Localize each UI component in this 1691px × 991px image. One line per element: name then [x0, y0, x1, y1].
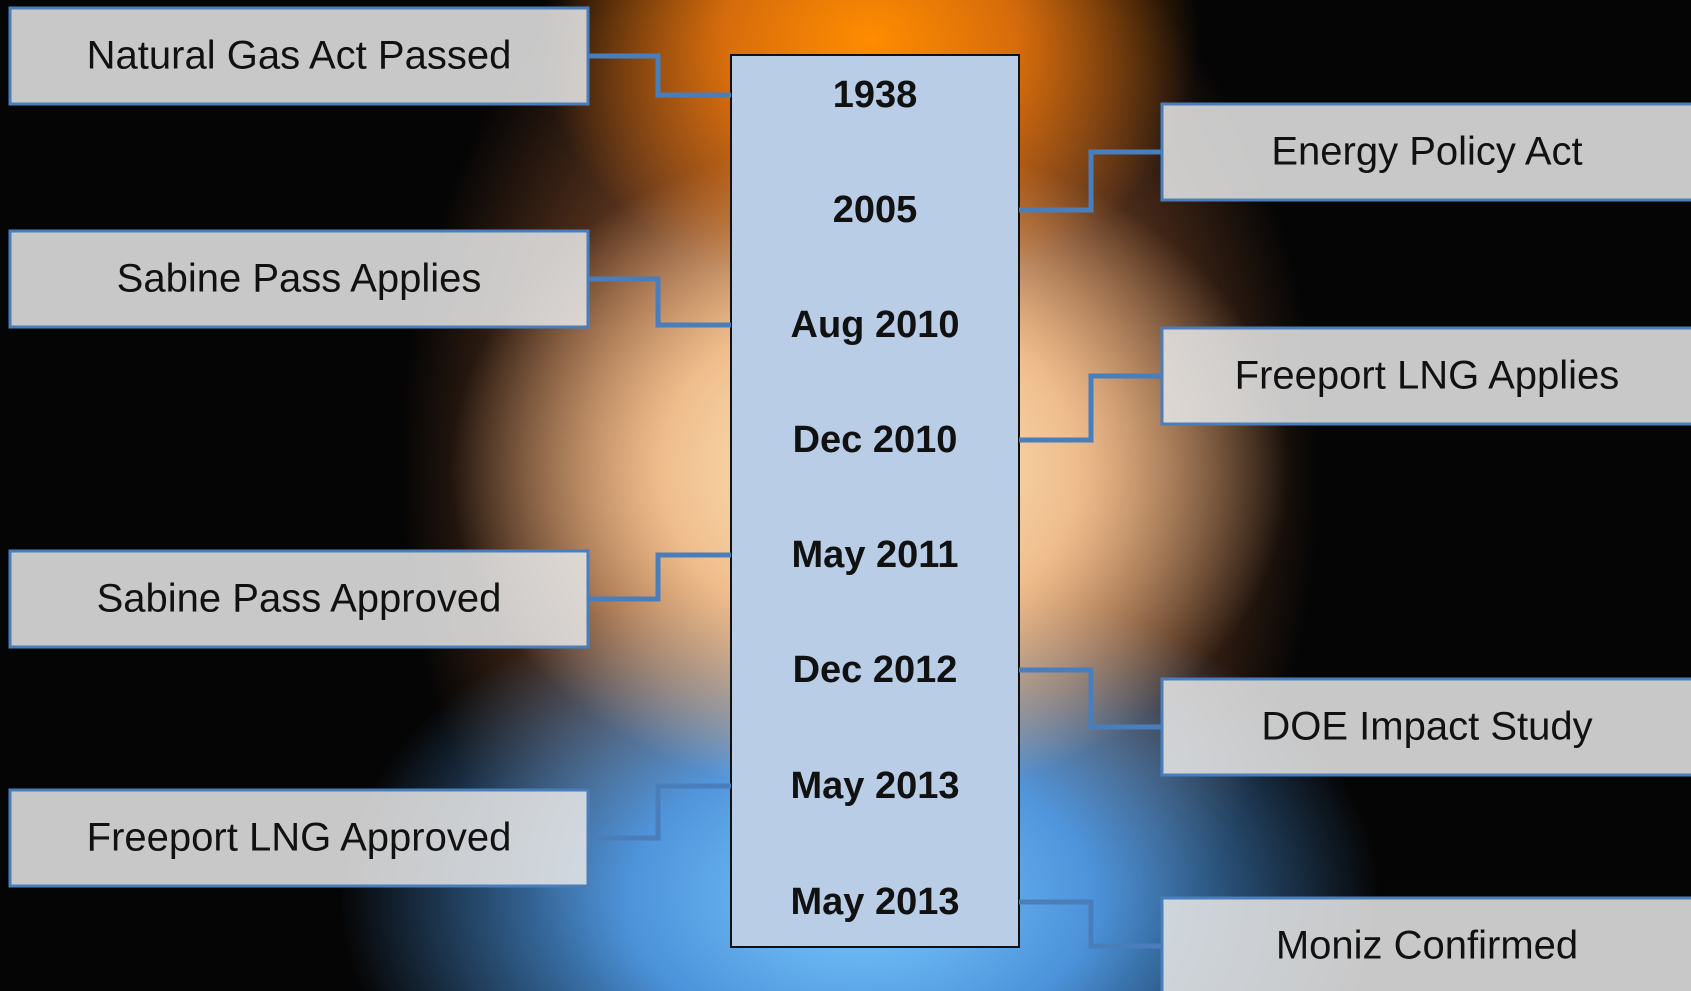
event-label: Freeport LNG Applies: [1235, 354, 1620, 398]
event-label: Sabine Pass Applies: [117, 257, 482, 301]
event-label: Energy Policy Act: [1271, 130, 1582, 174]
diagram: 1938 2005 Aug 2010 Dec 2010 May 2011 Dec 2012…: [0, 0, 1691, 991]
date-label: Dec 2010: [793, 419, 958, 461]
connector: [588, 555, 731, 599]
event-label: Natural Gas Act Passed: [87, 34, 512, 78]
connector: [588, 786, 731, 838]
date-label: Aug 2010: [791, 304, 960, 346]
event-label: Moniz Confirmed: [1276, 924, 1578, 968]
date-label: May 2011: [792, 534, 959, 576]
connector: [1019, 670, 1162, 727]
date-label: 2005: [833, 189, 918, 231]
connector: [588, 56, 731, 95]
connector: [1019, 902, 1162, 946]
event-label: Freeport LNG Approved: [87, 816, 512, 860]
date-label: 1938: [833, 74, 918, 116]
event-label: Sabine Pass Approved: [97, 577, 502, 621]
date-label: Dec 2012: [793, 649, 958, 691]
date-label: May 2013: [790, 765, 959, 807]
timeline-slide: 1938 2005 Aug 2010 Dec 2010 May 2011 Dec 2012…: [0, 0, 1691, 991]
event-label: DOE Impact Study: [1261, 705, 1592, 749]
connector: [1019, 376, 1162, 440]
connector: [588, 279, 731, 325]
connector: [1019, 152, 1162, 210]
date-label: May 2013: [790, 881, 959, 923]
